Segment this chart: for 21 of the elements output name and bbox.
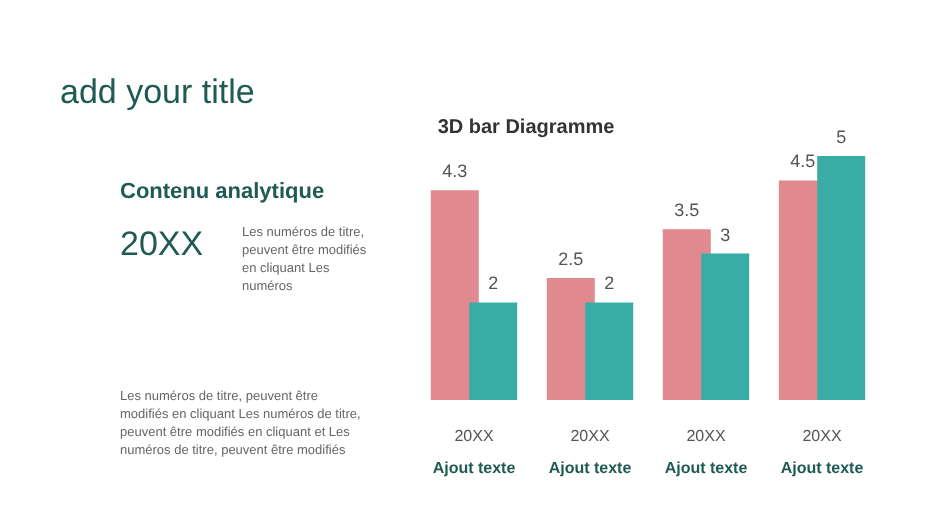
x-tick-label: 20XX Ajout texte [780,427,865,477]
chart-title: 3D bar Diagramme [437,117,616,139]
data-label: 2.5 [558,249,584,269]
data-label: 3.5 [674,200,700,221]
bar [469,302,518,400]
x-tick-label: 20XX Ajout texte [432,427,517,477]
bar [585,302,634,400]
data-label: 4.5 [790,151,816,172]
bar [430,190,479,400]
data-label: 5 [836,127,847,147]
x-tick-label: 20XX Ajout texte [548,427,633,477]
text: add your title [60,73,255,111]
data-label: 4.3 [442,161,468,182]
bar [817,156,866,400]
bar [701,253,750,400]
data-label: 3 [720,224,731,245]
data-label: 2 [488,273,499,294]
x-tick-label: 20XX Ajout texte [664,427,749,477]
text: 20XX [120,225,204,263]
data-label: 2 [604,273,615,294]
text: Contenu analytique [120,180,325,204]
